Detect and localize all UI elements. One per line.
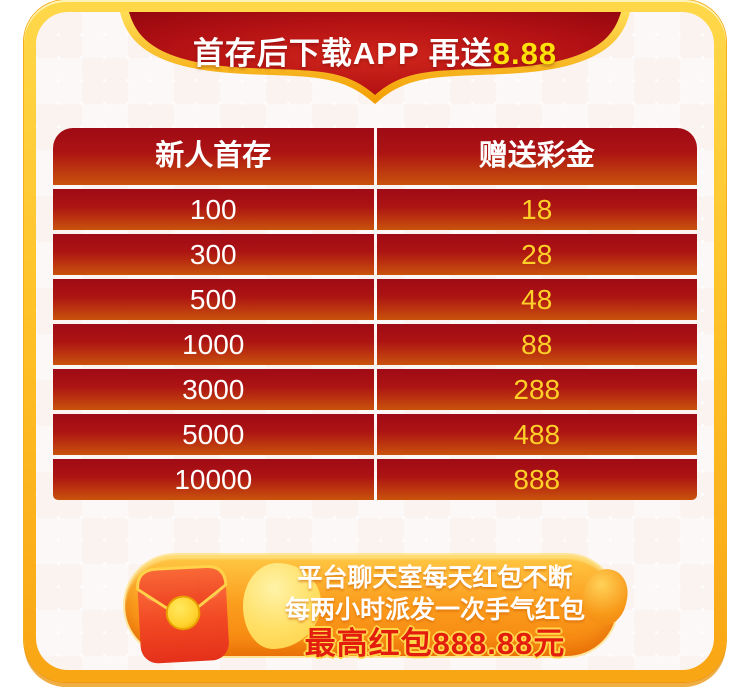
table-row: 10000 888: [53, 459, 697, 500]
deposit-value: 500: [53, 279, 374, 320]
bonus-value: 888: [376, 459, 697, 500]
promo-line1: 平台聊天室每天红包不断: [297, 564, 573, 592]
deposit-value: 3000: [53, 369, 374, 410]
table-row: 100 18: [53, 189, 697, 230]
col-header-bonus: 赠送彩金: [376, 128, 697, 185]
table-row: 500 48: [53, 279, 697, 320]
banner-title[interactable]: 首存后下载APP 再送8.88: [36, 28, 714, 73]
col-header-first-deposit: 新人首存: [53, 128, 374, 185]
bonus-value: 28: [376, 234, 697, 275]
bonus-value: 88: [376, 324, 697, 365]
banner-title-highlight: 8.88: [492, 36, 558, 71]
banner-title-text: 首存后下载APP 再送: [192, 36, 493, 71]
bonus-value: 488: [376, 414, 697, 455]
bonus-value: 48: [376, 279, 697, 320]
deposit-value: 10000: [53, 459, 374, 500]
table-row: 5000 488: [53, 414, 697, 455]
deposit-value: 5000: [53, 414, 374, 455]
table-header-row: 新人首存 赠送彩金: [53, 128, 697, 185]
promo-text-block: 平台聊天室每天红包不断 每两小时派发一次手气红包 最高红包888.88元: [263, 562, 607, 662]
deposit-bonus-table: 新人首存 赠送彩金 100 18 300 28 500 48 1000 88: [53, 128, 697, 504]
table-row: 3000 288: [53, 369, 697, 410]
banner-ribbon: [120, 12, 630, 104]
table-row: 1000 88: [53, 324, 697, 365]
deposit-value: 300: [53, 234, 374, 275]
promo-line2: 每两小时派发一次手气红包: [284, 596, 585, 624]
red-packet-promo-banner: 平台聊天室每天红包不断 每两小时派发一次手气红包 最高红包888.88元: [125, 555, 634, 664]
table-row: 300 28: [53, 234, 697, 275]
bonus-value: 288: [376, 369, 697, 410]
bonus-value: 18: [376, 189, 697, 230]
deposit-value: 1000: [53, 324, 374, 365]
deposit-value: 100: [53, 189, 374, 230]
ribbon-red-body: [129, 12, 621, 95]
red-envelope-icon: [132, 553, 234, 670]
card-inner: 首存后下载APP 再送8.88 新人首存 赠送彩金 100 18 300 28 …: [36, 12, 714, 670]
promo-line3-max-red-packet: 最高红包888.88元: [304, 626, 566, 661]
promo-card: 首存后下载APP 再送8.88 新人首存 赠送彩金 100 18 300 28 …: [24, 0, 726, 682]
